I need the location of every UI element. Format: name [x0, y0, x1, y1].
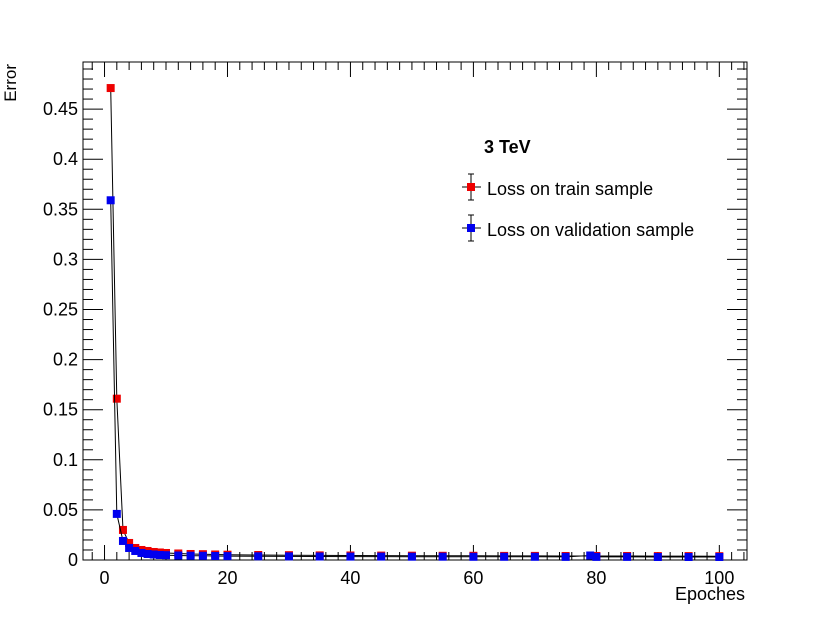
series-layer: [106, 84, 724, 561]
y-axis-label: Error: [1, 64, 20, 102]
y-tick-label: 0.3: [53, 249, 78, 269]
data-point-1: [106, 196, 115, 205]
series-line-1: [110, 200, 720, 558]
data-point-1: [500, 552, 509, 561]
data-point-1: [131, 546, 140, 555]
data-point-1: [684, 552, 693, 561]
x-tick-label: 60: [463, 568, 483, 588]
data-point-1: [346, 552, 355, 561]
data-point-1: [149, 550, 158, 559]
data-point-1: [469, 552, 478, 561]
x-tick-label: 40: [340, 568, 360, 588]
x-tick-label: 100: [704, 568, 734, 588]
data-point-1: [530, 552, 539, 561]
legend-entry-validation: Loss on validation sample: [462, 214, 694, 242]
plot-frame: [82, 61, 748, 561]
data-point-1: [112, 509, 121, 518]
data-point-0: [125, 538, 134, 547]
legend: 3 TeV Loss on train sample Loss on valid…: [462, 137, 694, 242]
data-point-1: [623, 552, 632, 561]
data-point-1: [118, 536, 127, 545]
x-tick-label: 20: [217, 568, 237, 588]
y-tick-label: 0: [68, 550, 78, 570]
data-point-1: [155, 550, 164, 559]
legend-title: 3 TeV: [484, 137, 531, 157]
y-tick-label: 0.4: [53, 149, 78, 169]
data-point-0: [118, 525, 127, 534]
y-tick-label: 0.2: [53, 350, 78, 370]
data-point-1: [438, 552, 447, 561]
data-point-1: [715, 552, 724, 561]
legend-label-train: Loss on train sample: [487, 179, 653, 199]
data-point-1: [254, 552, 263, 561]
y-tick-label: 0.05: [43, 500, 78, 520]
y-tick-label: 0.25: [43, 299, 78, 319]
legend-marker-train: [467, 183, 475, 191]
y-tick-label: 0.45: [43, 99, 78, 119]
data-point-0: [112, 394, 121, 403]
data-point-0: [106, 84, 115, 93]
x-tick-label: 80: [586, 568, 606, 588]
data-point-1: [561, 552, 570, 561]
data-point-1: [592, 552, 601, 561]
data-point-1: [137, 548, 146, 557]
data-point-1: [198, 551, 207, 560]
y-tick-label: 0.1: [53, 450, 78, 470]
axis-ticks: 0 20 40 60 80 100 0 0.05 0.1 0.15 0.2 0.25 0.3 0.35 0.…: [43, 62, 747, 588]
data-point-1: [186, 551, 195, 560]
x-tick-label: 0: [100, 568, 110, 588]
data-point-1: [223, 552, 232, 561]
data-point-1: [653, 552, 662, 561]
data-point-1: [162, 551, 170, 560]
x-axis-label: Epoches: [675, 584, 745, 604]
data-point-1: [211, 551, 220, 560]
data-point-1: [125, 543, 134, 552]
series-line-0: [110, 88, 720, 557]
data-point-1: [407, 552, 416, 561]
data-point-1: [284, 552, 293, 561]
y-tick-label: 0.35: [43, 199, 78, 219]
data-point-1: [377, 552, 386, 561]
legend-marker-validation: [467, 224, 475, 232]
legend-entry-train: Loss on train sample: [462, 173, 653, 201]
data-point-1: [315, 552, 324, 561]
data-point-1: [586, 551, 595, 560]
legend-label-validation: Loss on validation sample: [487, 220, 694, 240]
data-point-1: [143, 549, 152, 558]
y-tick-label: 0.15: [43, 400, 78, 420]
data-point-1: [174, 551, 183, 560]
